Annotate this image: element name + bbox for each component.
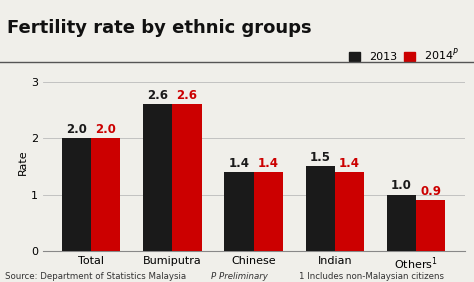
Bar	[173, 104, 201, 251]
Text: 1 Includes non-Malaysian citizens: 1 Includes non-Malaysian citizens	[299, 272, 444, 281]
Bar	[335, 172, 364, 251]
Text: 1.4: 1.4	[339, 157, 360, 170]
Bar	[254, 172, 283, 251]
Bar	[387, 195, 416, 251]
Text: Source: Department of Statistics Malaysia: Source: Department of Statistics Malaysi…	[5, 272, 186, 281]
Legend: 2013, 2014$^P$: 2013, 2014$^P$	[349, 47, 459, 63]
Text: 1.0: 1.0	[391, 179, 412, 192]
Text: Fertility rate by ethnic groups: Fertility rate by ethnic groups	[7, 19, 312, 37]
Text: 2.0: 2.0	[95, 123, 116, 136]
Bar	[62, 138, 91, 251]
Text: 2.6: 2.6	[147, 89, 168, 102]
Bar	[224, 172, 254, 251]
Y-axis label: Rate: Rate	[18, 149, 28, 175]
Bar	[143, 104, 173, 251]
Text: 0.9: 0.9	[420, 185, 441, 198]
Text: 1.5: 1.5	[310, 151, 331, 164]
Text: 1.4: 1.4	[228, 157, 249, 170]
Text: 1.4: 1.4	[258, 157, 279, 170]
Bar	[306, 166, 335, 251]
Bar	[416, 200, 446, 251]
Bar	[91, 138, 120, 251]
Text: 2.0: 2.0	[66, 123, 87, 136]
Text: P Preliminary: P Preliminary	[211, 272, 268, 281]
Text: 2.6: 2.6	[176, 89, 198, 102]
